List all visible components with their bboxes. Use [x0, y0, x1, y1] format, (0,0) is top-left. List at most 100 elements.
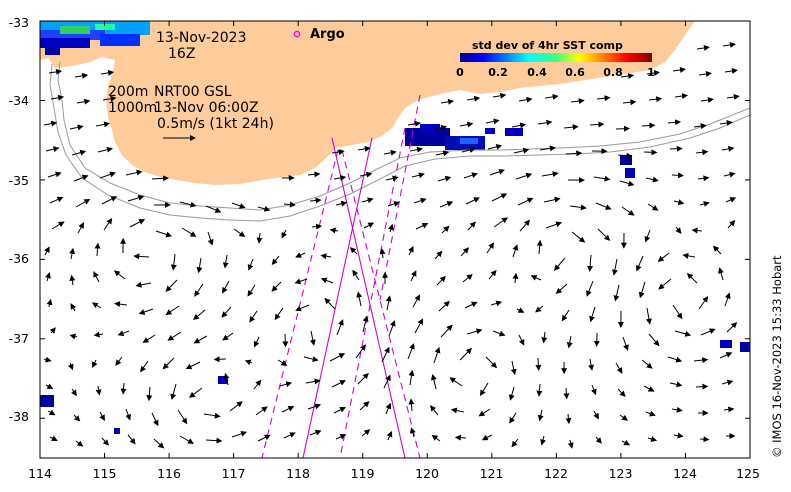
current-arrow [253, 379, 262, 390]
current-arrow [586, 280, 594, 297]
current-arrow [274, 307, 284, 321]
current-arrow [481, 434, 493, 441]
current-arrow [410, 270, 417, 282]
current-arrow [588, 358, 595, 371]
colorbar-tick: 0.2 [488, 66, 508, 79]
x-tick-label: 123 [609, 466, 633, 481]
current-arrow [569, 204, 587, 211]
current-arrow [361, 429, 371, 437]
current-arrow [675, 226, 682, 234]
current-arrow [450, 407, 465, 414]
current-arrow [335, 200, 348, 207]
current-arrow [283, 432, 296, 439]
credit-text: © IMOS 16-Nov-2023 15:33 Hobart [770, 255, 784, 458]
current-arrow [355, 344, 366, 359]
current-arrow [271, 255, 280, 266]
current-arrow [320, 253, 332, 260]
current-arrow [409, 427, 416, 438]
current-arrow [696, 44, 710, 51]
colorbar-gradient [460, 53, 652, 62]
current-arrow [700, 97, 714, 103]
current-arrow [722, 41, 736, 48]
current-arrow [162, 357, 175, 370]
current-arrow [545, 221, 563, 229]
current-arrow [536, 383, 543, 397]
current-arrow [566, 335, 573, 349]
current-arrow [535, 305, 544, 313]
current-arrow [47, 409, 56, 416]
current-arrow [362, 315, 369, 333]
current-arrow [463, 172, 478, 179]
current-arrow [408, 245, 414, 256]
current-arrow [490, 300, 503, 307]
current-arrow [331, 149, 345, 155]
current-arrow [47, 171, 62, 178]
current-arrow [359, 171, 373, 178]
current-arrow [69, 124, 84, 131]
current-arrow [645, 410, 656, 417]
current-arrow [595, 202, 612, 210]
current-arrow [69, 247, 75, 260]
current-arrow [516, 307, 525, 313]
current-arrow [462, 273, 473, 283]
current-arrow [120, 382, 127, 395]
x-tick-label: 125 [736, 466, 760, 481]
current-arrow [135, 281, 152, 288]
current-arrow [43, 356, 52, 363]
current-arrow [92, 359, 98, 368]
current-arrow [70, 303, 77, 312]
current-arrow [724, 67, 738, 74]
current-arrow [459, 347, 472, 361]
current-arrow [255, 406, 268, 416]
current-arrow [77, 222, 85, 234]
current-arrow [433, 346, 441, 364]
current-arrow [478, 408, 491, 417]
current-arrow [644, 229, 651, 243]
current-arrow [69, 274, 76, 286]
current-arrow [359, 401, 370, 411]
tick-marks [39, 20, 751, 458]
current-arrow [271, 281, 282, 292]
x-tick-label: 119 [351, 466, 375, 481]
current-arrow [635, 255, 644, 272]
current-arrow [49, 327, 56, 334]
current-arrow [247, 258, 254, 271]
current-arrow [253, 336, 260, 348]
current-arrow [127, 194, 145, 202]
current-arrow [563, 387, 570, 400]
contour-200m [57, 61, 750, 211]
current-arrow [697, 175, 710, 182]
current-arrow [643, 385, 655, 392]
current-arrow [466, 95, 481, 102]
current-arrow [638, 281, 646, 299]
plot-frame [39, 20, 751, 459]
current-arrow [379, 248, 386, 259]
track-3-dashed [379, 94, 421, 301]
current-arrow [657, 252, 670, 262]
current-arrow [51, 221, 65, 230]
current-arrow [43, 120, 58, 127]
current-arrow [231, 430, 248, 438]
current-arrow [508, 386, 515, 401]
current-arrow [50, 94, 65, 101]
current-arrow [512, 244, 519, 258]
current-arrow [45, 146, 60, 153]
current-arrow [613, 284, 620, 302]
current-arrow [46, 298, 53, 308]
argo-marker [293, 30, 301, 38]
y-tick-label: -37 [9, 331, 29, 346]
current-arrow [383, 149, 397, 156]
y-tick-label: -34 [9, 93, 29, 108]
model-time: 13-Nov 06:00Z [154, 100, 259, 116]
current-arrow [181, 227, 197, 237]
current-arrow [295, 252, 306, 258]
current-arrow [671, 406, 683, 413]
current-arrow [449, 377, 463, 387]
current-arrow [93, 271, 100, 283]
current-arrow [381, 346, 390, 363]
current-arrow [597, 228, 611, 241]
current-arrow [622, 336, 629, 351]
sst-variability-patches [40, 21, 750, 434]
current-arrow [76, 98, 91, 105]
current-arrow [571, 231, 586, 243]
